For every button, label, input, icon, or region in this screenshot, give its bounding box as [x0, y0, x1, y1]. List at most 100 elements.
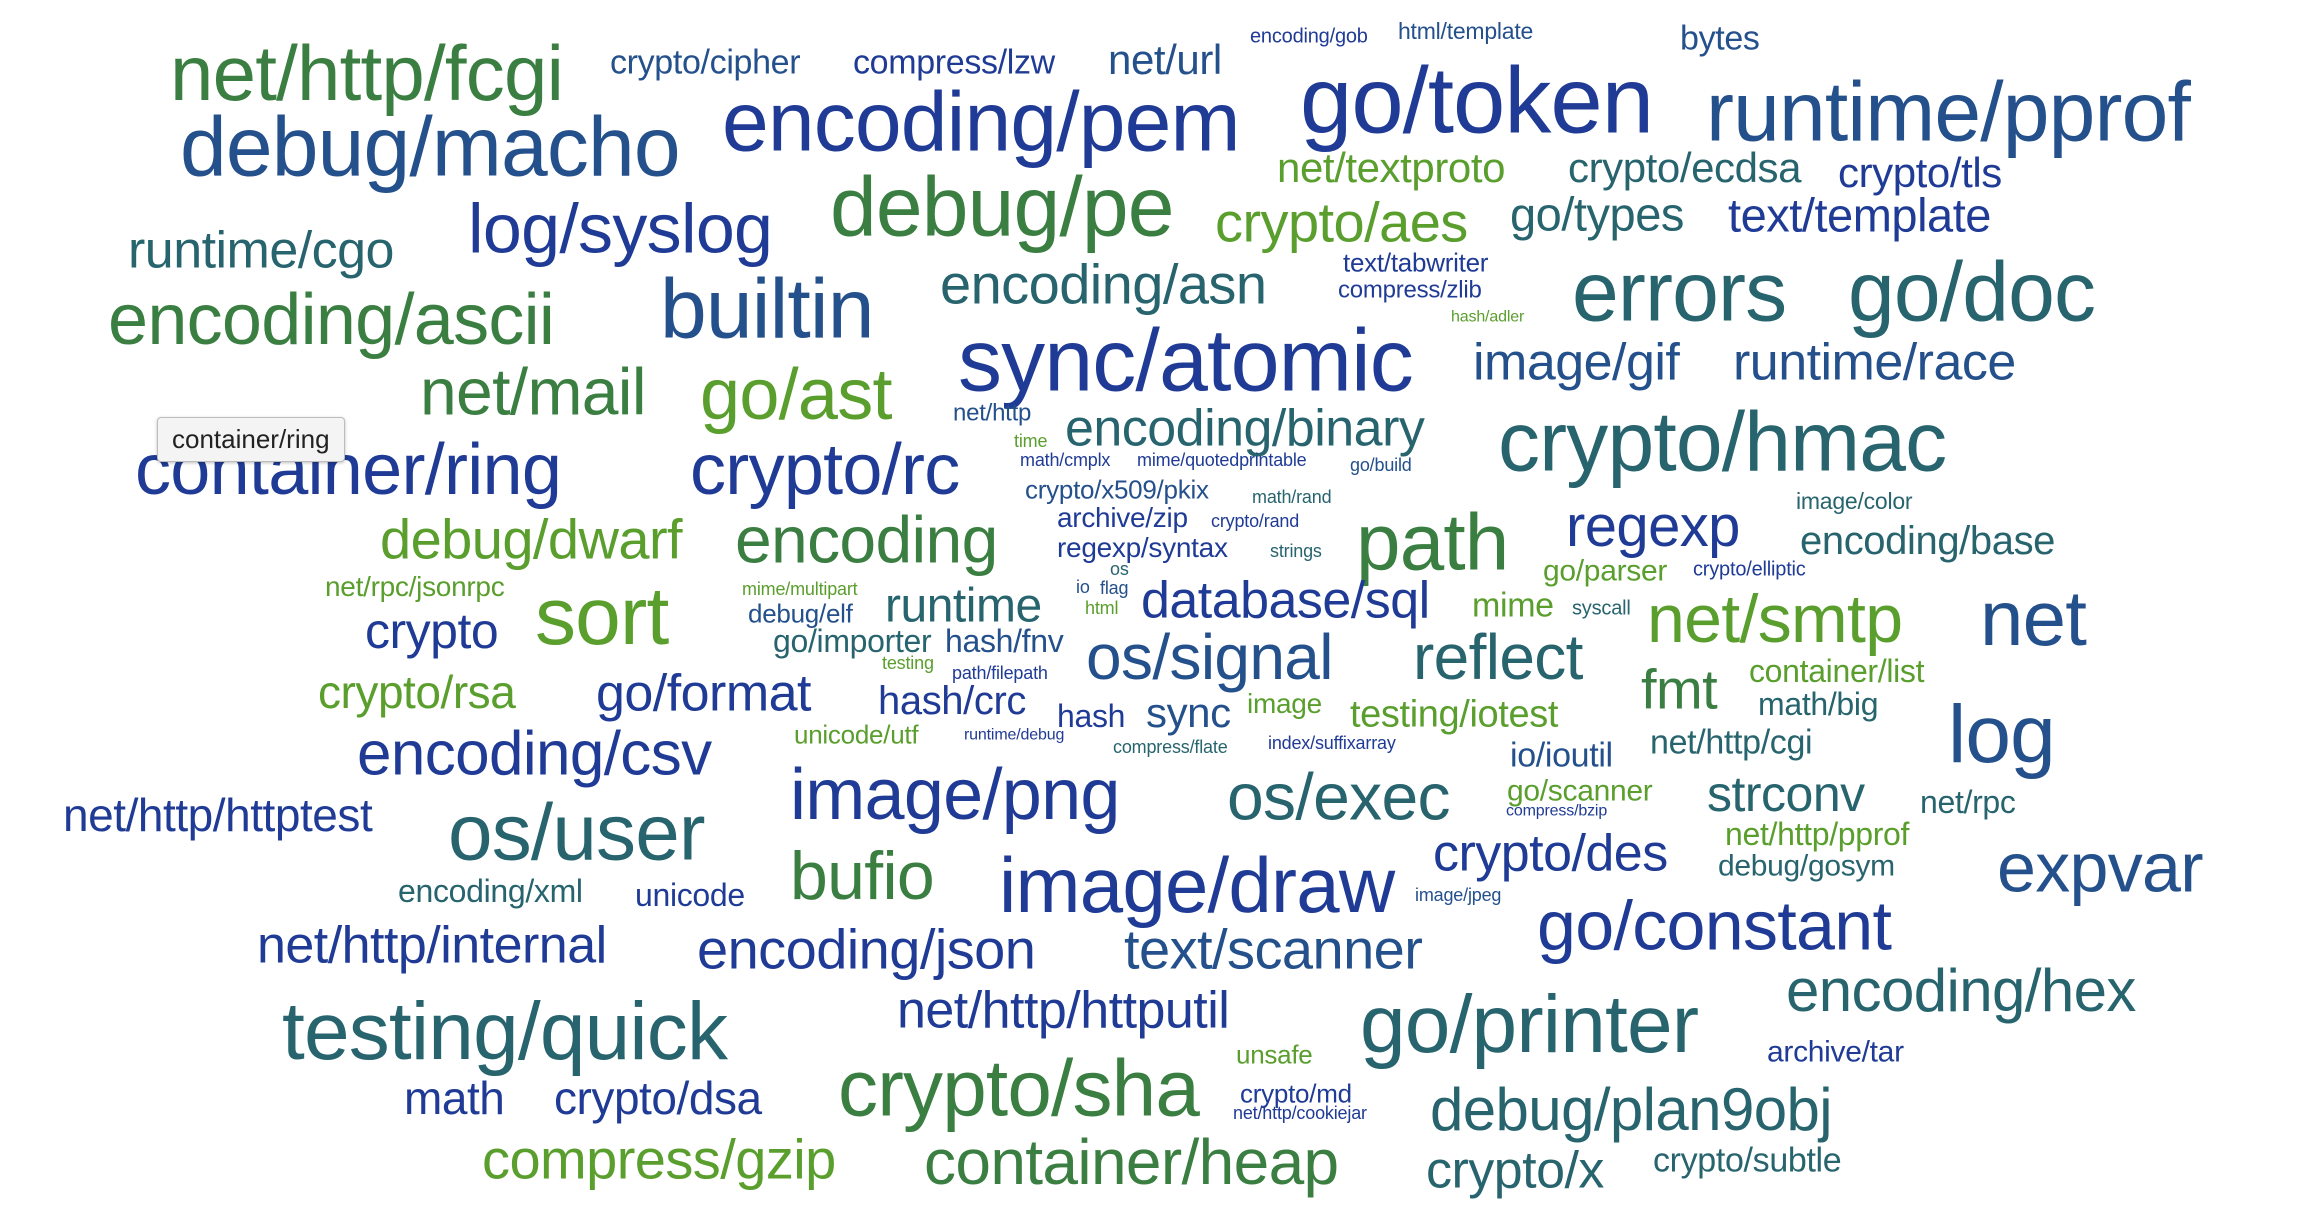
word-log-syslog[interactable]: log/syslog [468, 189, 773, 268]
word-math-rand[interactable]: math/rand [1252, 486, 1332, 507]
word-crypto-dsa[interactable]: crypto/dsa [554, 1072, 762, 1125]
word-crypto-rc[interactable]: crypto/rc [690, 429, 960, 510]
word-runtime-race[interactable]: runtime/race [1733, 333, 2016, 392]
word-archive-zip[interactable]: archive/zip [1057, 502, 1188, 534]
word-crypto-tls[interactable]: crypto/tls [1838, 149, 2002, 197]
word-net-url[interactable]: net/url [1108, 36, 1222, 84]
word-image-draw[interactable]: image/draw [999, 841, 1395, 930]
word-net-smtp[interactable]: net/smtp [1647, 580, 1903, 657]
word-encoding-gob[interactable]: encoding/gob [1250, 25, 1368, 48]
word-encoding[interactable]: encoding [735, 502, 998, 577]
word-html-template[interactable]: html/template [1398, 18, 1534, 45]
word-crypto-hmac[interactable]: crypto/hmac [1498, 394, 1947, 489]
word-mime[interactable]: mime [1472, 586, 1554, 625]
word-io-ioutil[interactable]: io/ioutil [1510, 736, 1613, 775]
word-encoding-csv[interactable]: encoding/csv [357, 719, 712, 789]
word-go-printer[interactable]: go/printer [1360, 979, 1699, 1071]
word-go-types[interactable]: go/types [1510, 187, 1684, 241]
word-index-suffixarray[interactable]: index/suffixarray [1268, 732, 1396, 753]
word-io[interactable]: io [1076, 576, 1090, 597]
word-go-format[interactable]: go/format [596, 664, 812, 723]
word-text-scanner[interactable]: text/scanner [1124, 917, 1423, 981]
word-go-parser[interactable]: go/parser [1543, 554, 1668, 588]
word-expvar[interactable]: expvar [1997, 828, 2204, 907]
word-sort[interactable]: sort [535, 571, 669, 663]
word-go-importer[interactable]: go/importer [773, 623, 932, 660]
word-net-http-httputil[interactable]: net/http/httputil [897, 981, 1230, 1040]
word-testing-iotest[interactable]: testing/iotest [1350, 693, 1559, 736]
word-os-exec[interactable]: os/exec [1227, 759, 1451, 834]
word-compress-bzip[interactable]: compress/bzip [1506, 802, 1608, 820]
word-builtin[interactable]: builtin [660, 261, 874, 356]
word-crypto-des[interactable]: crypto/des [1433, 824, 1668, 883]
word-unicode-utf[interactable]: unicode/utf [794, 719, 919, 750]
word-go-token[interactable]: go/token [1300, 47, 1654, 153]
word-crypto-subtle[interactable]: crypto/subtle [1653, 1141, 1842, 1180]
word-compress-flate[interactable]: compress/flate [1113, 736, 1228, 757]
word-encoding-pem[interactable]: encoding/pem [722, 74, 1240, 169]
word-go-doc[interactable]: go/doc [1848, 244, 2096, 339]
word-image-png[interactable]: image/png [790, 754, 1120, 835]
word-crypto[interactable]: crypto [365, 603, 499, 659]
word-net[interactable]: net [1980, 574, 2087, 663]
word-crypto-x[interactable]: crypto/x [1426, 1141, 1604, 1200]
word-text-template[interactable]: text/template [1728, 188, 1991, 242]
word-html[interactable]: html [1085, 597, 1119, 618]
word-database-sql[interactable]: database/sql [1141, 571, 1430, 630]
word-math-big[interactable]: math/big [1758, 686, 1879, 723]
word-runtime-pprof[interactable]: runtime/pprof [1706, 64, 2191, 159]
word-os-signal[interactable]: os/signal [1086, 621, 1333, 694]
word-crypto-rand[interactable]: crypto/rand [1211, 510, 1300, 531]
word-sync[interactable]: sync [1146, 689, 1231, 737]
word-runtime-debug[interactable]: runtime/debug [964, 726, 1065, 744]
word-hash-adler[interactable]: hash/adler [1451, 308, 1525, 326]
word-os-user[interactable]: os/user [448, 787, 706, 877]
word-bytes[interactable]: bytes [1680, 19, 1760, 58]
word-syscall[interactable]: syscall [1572, 597, 1631, 620]
word-crypto-rsa[interactable]: crypto/rsa [318, 666, 516, 719]
word-regexp[interactable]: regexp [1566, 493, 1740, 559]
word-encoding-base[interactable]: encoding/base [1800, 518, 2056, 563]
word-net-http-fcgi[interactable]: net/http/fcgi [170, 29, 564, 118]
word-container-list[interactable]: container/list [1749, 653, 1925, 690]
word-image[interactable]: image [1247, 688, 1322, 720]
word-debug-plan9obj[interactable]: debug/plan9obj [1430, 1076, 1833, 1144]
word-hash-fnv[interactable]: hash/fnv [945, 623, 1064, 660]
word-os[interactable]: os [1110, 558, 1129, 579]
word-regexp-syntax[interactable]: regexp/syntax [1057, 532, 1228, 564]
word-path-filepath[interactable]: path/filepath [952, 662, 1048, 683]
word-hash-crc[interactable]: hash/crc [878, 678, 1026, 723]
word-net-rpc-jsonrpc[interactable]: net/rpc/jsonrpc [325, 571, 505, 603]
word-go-constant[interactable]: go/constant [1537, 886, 1892, 965]
word-strconv[interactable]: strconv [1707, 766, 1865, 822]
word-net-http-internal[interactable]: net/http/internal [257, 916, 607, 975]
word-fmt[interactable]: fmt [1641, 657, 1718, 721]
word-math[interactable]: math [404, 1072, 505, 1125]
word-net-http-cgi[interactable]: net/http/cgi [1650, 723, 1813, 762]
word-log[interactable]: log [1948, 689, 2056, 781]
word-runtime[interactable]: runtime [885, 579, 1042, 633]
word-testing-quick[interactable]: testing/quick [282, 986, 728, 1078]
word-unicode[interactable]: unicode [635, 877, 745, 914]
word-image-color[interactable]: image/color [1796, 488, 1913, 515]
word-net-http-cookiejar[interactable]: net/http/cookiejar [1233, 1102, 1367, 1123]
word-debug-elf[interactable]: debug/elf [748, 598, 853, 629]
word-testing[interactable]: testing [882, 652, 934, 673]
word-compress-zlib[interactable]: compress/zlib [1338, 276, 1482, 304]
word-debug-dwarf[interactable]: debug/dwarf [380, 507, 683, 571]
word-bufio[interactable]: bufio [790, 837, 935, 914]
word-container-heap[interactable]: container/heap [924, 1126, 1339, 1199]
word-debug-gosym[interactable]: debug/gosym [1718, 849, 1895, 883]
word-net-textproto[interactable]: net/textproto [1277, 144, 1506, 192]
word-encoding-hex[interactable]: encoding/hex [1786, 957, 2136, 1025]
word-net-http-httptest[interactable]: net/http/httptest [63, 789, 373, 842]
word-unsafe[interactable]: unsafe [1236, 1039, 1313, 1070]
word-crypto-md[interactable]: crypto/md [1240, 1078, 1352, 1109]
word-encoding-ascii[interactable]: encoding/ascii [108, 279, 555, 360]
word-go-scanner[interactable]: go/scanner [1507, 774, 1653, 808]
word-crypto-ecdsa[interactable]: crypto/ecdsa [1568, 144, 1802, 192]
word-go-build[interactable]: go/build [1350, 454, 1412, 475]
word-crypto-sha[interactable]: crypto/sha [838, 1043, 1200, 1133]
word-mime-quotedprintable[interactable]: mime/quotedprintable [1137, 449, 1307, 470]
word-encoding-asn[interactable]: encoding/asn [940, 252, 1267, 316]
